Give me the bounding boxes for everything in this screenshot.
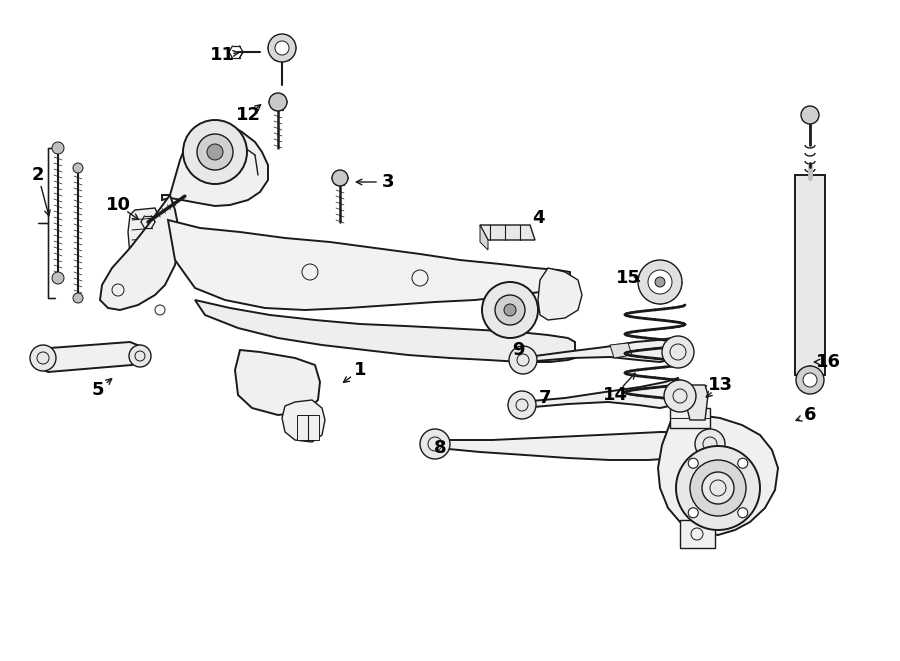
Circle shape xyxy=(420,429,450,459)
Text: 14: 14 xyxy=(602,386,627,404)
Polygon shape xyxy=(538,268,582,320)
Circle shape xyxy=(738,458,748,468)
Circle shape xyxy=(648,270,672,294)
Circle shape xyxy=(183,120,247,184)
Text: 13: 13 xyxy=(707,376,733,394)
Text: 9: 9 xyxy=(512,341,524,359)
Circle shape xyxy=(676,446,760,530)
Text: 6: 6 xyxy=(804,406,816,424)
Circle shape xyxy=(702,472,734,504)
Text: 10: 10 xyxy=(105,196,130,214)
Polygon shape xyxy=(520,378,682,408)
Circle shape xyxy=(332,170,348,186)
Circle shape xyxy=(197,134,233,170)
Circle shape xyxy=(801,106,819,124)
Bar xyxy=(297,415,319,440)
Circle shape xyxy=(504,304,516,316)
Polygon shape xyxy=(480,225,535,240)
Text: 7: 7 xyxy=(539,389,551,407)
Polygon shape xyxy=(128,208,158,262)
Polygon shape xyxy=(162,122,268,206)
Polygon shape xyxy=(195,300,575,362)
Text: 8: 8 xyxy=(434,439,446,457)
Bar xyxy=(680,520,715,548)
Polygon shape xyxy=(168,220,570,310)
Circle shape xyxy=(275,41,289,55)
Polygon shape xyxy=(282,400,325,442)
Circle shape xyxy=(52,272,64,284)
Polygon shape xyxy=(488,295,515,315)
Text: 5: 5 xyxy=(92,381,104,399)
Circle shape xyxy=(688,508,698,518)
Circle shape xyxy=(268,34,296,62)
Circle shape xyxy=(207,144,223,160)
Circle shape xyxy=(688,458,698,468)
Text: 1: 1 xyxy=(354,361,366,379)
Text: 15: 15 xyxy=(616,269,641,287)
Circle shape xyxy=(690,460,746,516)
Circle shape xyxy=(495,295,525,325)
Polygon shape xyxy=(480,225,488,250)
Polygon shape xyxy=(520,338,680,362)
Text: 12: 12 xyxy=(236,106,260,124)
Polygon shape xyxy=(235,350,320,415)
Text: 16: 16 xyxy=(815,353,841,371)
Bar xyxy=(795,175,825,375)
Circle shape xyxy=(52,142,64,154)
Bar xyxy=(670,408,710,428)
Circle shape xyxy=(655,277,665,287)
Text: 2: 2 xyxy=(32,166,44,184)
Circle shape xyxy=(738,508,748,518)
Polygon shape xyxy=(32,342,148,372)
Circle shape xyxy=(695,429,725,459)
Circle shape xyxy=(638,260,682,304)
Polygon shape xyxy=(100,195,180,310)
Text: 3: 3 xyxy=(382,173,394,191)
Polygon shape xyxy=(658,415,778,535)
Polygon shape xyxy=(430,432,712,460)
Circle shape xyxy=(269,93,287,111)
Circle shape xyxy=(73,163,83,173)
Circle shape xyxy=(662,336,694,368)
Circle shape xyxy=(796,366,824,394)
Circle shape xyxy=(509,346,537,374)
Circle shape xyxy=(73,293,83,303)
Circle shape xyxy=(30,345,56,371)
Circle shape xyxy=(508,391,536,419)
Text: 11: 11 xyxy=(210,46,235,64)
Circle shape xyxy=(482,282,538,338)
Polygon shape xyxy=(610,343,632,358)
Circle shape xyxy=(803,373,817,387)
Text: 4: 4 xyxy=(532,209,544,227)
Circle shape xyxy=(129,345,151,367)
Polygon shape xyxy=(687,385,708,420)
Circle shape xyxy=(664,380,696,412)
